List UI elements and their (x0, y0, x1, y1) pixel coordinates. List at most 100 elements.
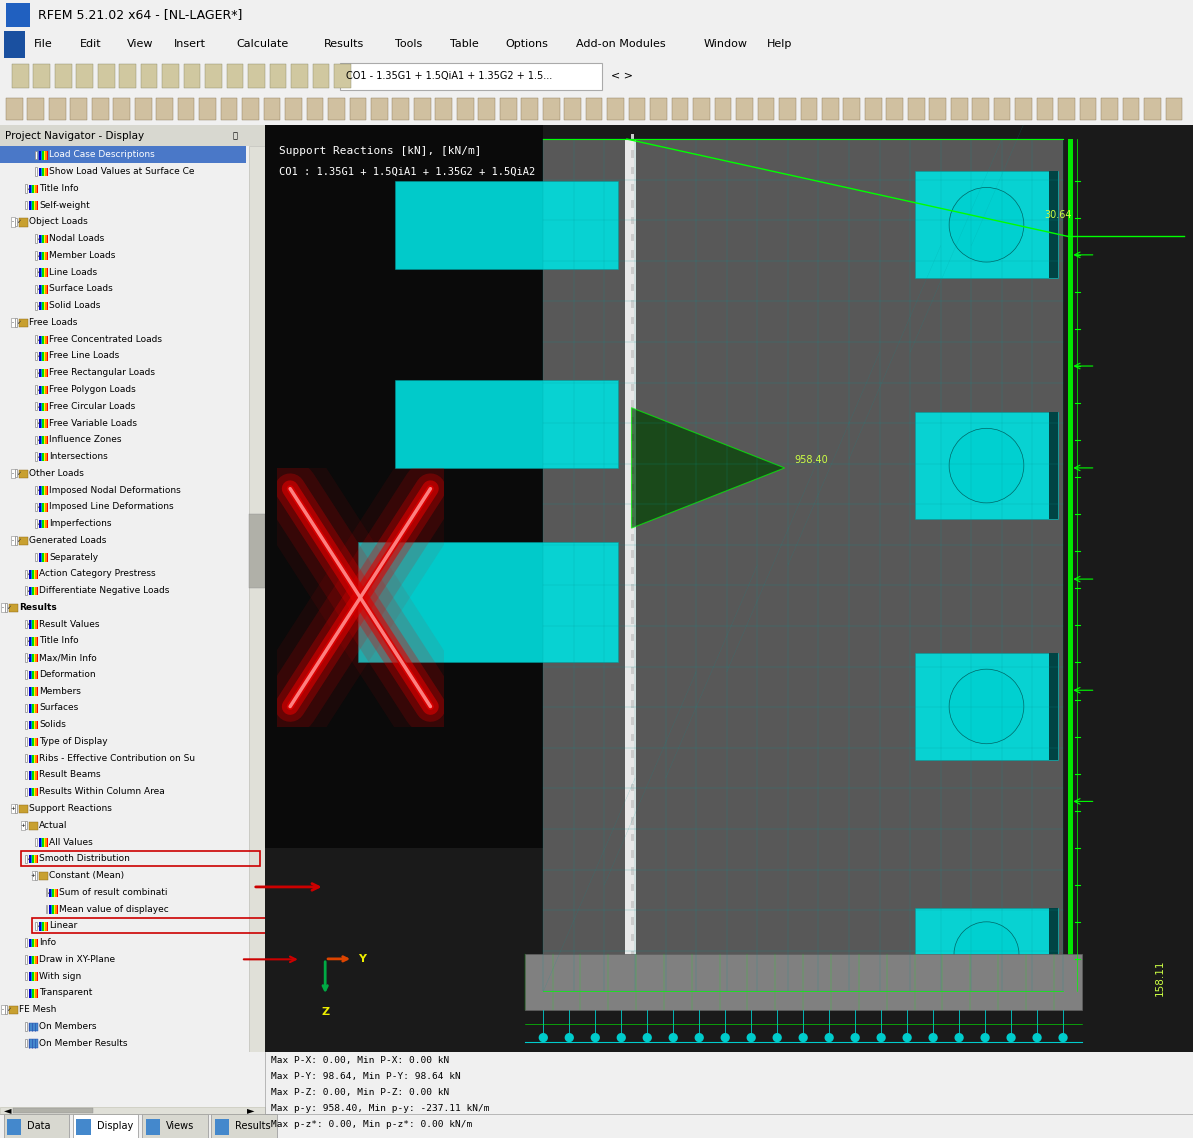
Bar (33, 972, 35, 981)
Bar (47, 251, 48, 261)
Bar (45, 503, 47, 511)
Bar (1037, 98, 1053, 121)
Bar (42, 369, 44, 378)
Text: ✓: ✓ (36, 237, 42, 241)
Circle shape (928, 1033, 938, 1042)
Bar (76, 1119, 91, 1135)
Bar (693, 98, 710, 121)
Bar (41, 336, 42, 344)
Bar (113, 98, 130, 121)
Bar (31, 587, 32, 595)
Bar (42, 353, 44, 361)
Bar (25, 703, 27, 712)
Bar (47, 839, 48, 847)
Text: Help: Help (767, 40, 792, 49)
Bar (25, 939, 27, 947)
Bar (4, 1114, 69, 1138)
Bar (972, 98, 989, 121)
Bar (37, 704, 38, 712)
Text: Max P-X: 0.00, Min P-X: 0.00 kN: Max P-X: 0.00, Min P-X: 0.00 kN (271, 1056, 449, 1065)
Bar (45, 336, 47, 344)
Text: ✓: ✓ (36, 337, 42, 341)
Bar (41, 553, 42, 562)
Bar (184, 65, 200, 89)
Bar (47, 151, 48, 159)
Bar (307, 98, 323, 121)
Bar (607, 98, 624, 121)
Text: Draw in XY-Plane: Draw in XY-Plane (39, 955, 116, 964)
Text: Max P-Z: 0.00, Min P-Z: 0.00 kN: Max P-Z: 0.00, Min P-Z: 0.00 kN (271, 1088, 449, 1097)
Bar (33, 687, 35, 695)
Bar (631, 517, 635, 525)
Bar (32, 939, 33, 947)
Bar (631, 734, 635, 741)
Bar (313, 65, 329, 89)
Bar (37, 687, 38, 695)
Bar (47, 168, 48, 176)
Bar (36, 167, 37, 175)
Bar (56, 906, 58, 914)
Bar (631, 417, 635, 424)
Text: Transparent: Transparent (39, 988, 93, 997)
Text: -: - (12, 538, 14, 543)
Bar (33, 637, 35, 645)
Bar (33, 65, 50, 89)
Bar (42, 553, 44, 562)
Bar (16, 536, 17, 544)
Bar (736, 98, 753, 121)
Bar (31, 855, 32, 864)
Bar (39, 269, 41, 277)
Bar (270, 65, 286, 89)
Bar (35, 939, 37, 947)
Bar (19, 805, 27, 814)
Text: ✓: ✓ (26, 856, 31, 861)
Bar (6, 98, 23, 121)
Bar (1080, 98, 1096, 121)
Bar (44, 419, 45, 428)
Bar (32, 654, 33, 662)
Bar (35, 772, 37, 780)
Bar (25, 787, 27, 795)
Bar (31, 620, 32, 629)
Bar (631, 717, 635, 725)
Bar (54, 889, 55, 897)
Text: Display: Display (97, 1121, 132, 1131)
Bar (631, 366, 635, 374)
Bar (32, 972, 33, 981)
Bar (822, 98, 839, 121)
Bar (47, 369, 48, 378)
Text: Max/Min Info: Max/Min Info (39, 653, 97, 662)
Text: Free Rectangular Loads: Free Rectangular Loads (49, 369, 155, 377)
Bar (44, 922, 45, 931)
Bar (70, 98, 87, 121)
Bar (37, 184, 38, 193)
Bar (31, 637, 32, 645)
Bar (543, 139, 1063, 991)
Bar (47, 302, 48, 311)
Bar (25, 636, 27, 645)
Bar (631, 667, 635, 675)
Text: Views: Views (166, 1121, 194, 1131)
Bar (915, 653, 1058, 760)
Bar (29, 989, 31, 998)
Bar (650, 98, 667, 121)
Bar (625, 139, 636, 991)
Text: ✓: ✓ (16, 220, 21, 224)
Bar (45, 234, 47, 244)
Bar (1166, 98, 1182, 121)
Bar (33, 654, 35, 662)
Circle shape (721, 1033, 730, 1042)
Circle shape (950, 428, 1024, 503)
Text: Imposed Line Deformations: Imposed Line Deformations (49, 502, 174, 511)
Bar (25, 670, 27, 678)
Bar (45, 553, 47, 562)
Bar (44, 453, 45, 461)
Bar (908, 98, 925, 121)
Bar (45, 386, 47, 394)
Bar (12, 217, 14, 226)
Bar (33, 754, 35, 762)
Bar (73, 1114, 138, 1138)
Bar (52, 906, 54, 914)
Bar (37, 654, 38, 662)
Bar (47, 520, 48, 528)
